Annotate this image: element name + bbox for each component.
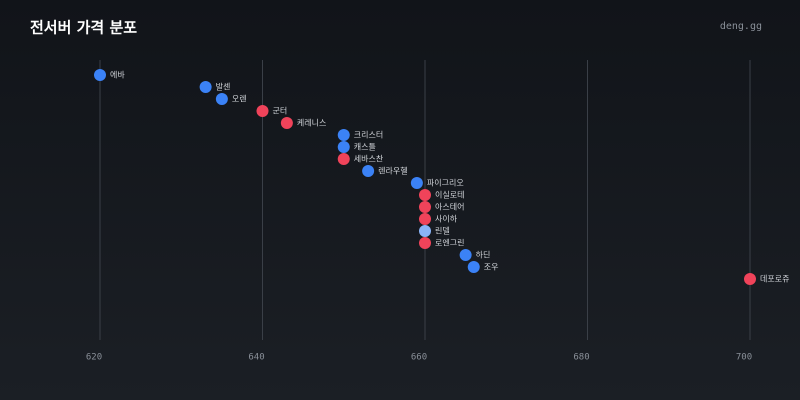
dot-label: 에바 bbox=[110, 70, 125, 80]
x-tick-label: 700 bbox=[736, 353, 752, 363]
dot-label: 세바스찬 bbox=[354, 154, 384, 164]
x-tick-label: 640 bbox=[248, 353, 264, 363]
x-tick-label: 680 bbox=[573, 353, 589, 363]
dot bbox=[744, 273, 756, 285]
dot-label: 아스테어 bbox=[435, 202, 464, 212]
dot-label: 렌라우헬 bbox=[378, 166, 407, 176]
dot bbox=[337, 129, 350, 141]
dot-label: 조우 bbox=[484, 263, 499, 272]
dot-label: 린델 bbox=[435, 226, 450, 236]
x-tick-label: 620 bbox=[86, 353, 102, 363]
dot bbox=[467, 261, 480, 273]
dot-label: 파이그리오 bbox=[427, 178, 464, 188]
source: deng.gg bbox=[720, 21, 762, 32]
dot bbox=[94, 69, 106, 81]
dot-label: 케레니스 bbox=[297, 118, 326, 128]
dot-label: 크리스터 bbox=[354, 131, 383, 140]
dot-label: 데포로쥬 bbox=[760, 275, 789, 284]
dot bbox=[280, 117, 293, 129]
x-tick-label: 660 bbox=[411, 353, 427, 363]
dot bbox=[419, 189, 431, 201]
dot-label: 하딘 bbox=[476, 250, 491, 260]
chart-title: 전서버 가격 분포 bbox=[30, 19, 137, 37]
dot-label: 이실로테 bbox=[435, 190, 464, 200]
dot bbox=[215, 93, 228, 105]
dot-label: 사이하 bbox=[435, 214, 458, 224]
dot bbox=[459, 249, 472, 261]
dot-label: 오렌 bbox=[232, 94, 247, 104]
dot bbox=[419, 213, 431, 225]
dot-label: 로엔그린 bbox=[435, 238, 464, 248]
dot-label: 군터 bbox=[273, 107, 288, 116]
dot bbox=[337, 153, 350, 165]
dot bbox=[419, 237, 431, 249]
dot bbox=[256, 105, 269, 117]
dot bbox=[337, 141, 350, 153]
dot bbox=[419, 225, 431, 237]
dot-label: 발센 bbox=[216, 82, 231, 92]
dot bbox=[419, 201, 431, 213]
dot-label: 캐스틀 bbox=[354, 143, 376, 152]
dot bbox=[362, 165, 375, 177]
dot bbox=[410, 177, 423, 189]
dot bbox=[199, 81, 212, 93]
